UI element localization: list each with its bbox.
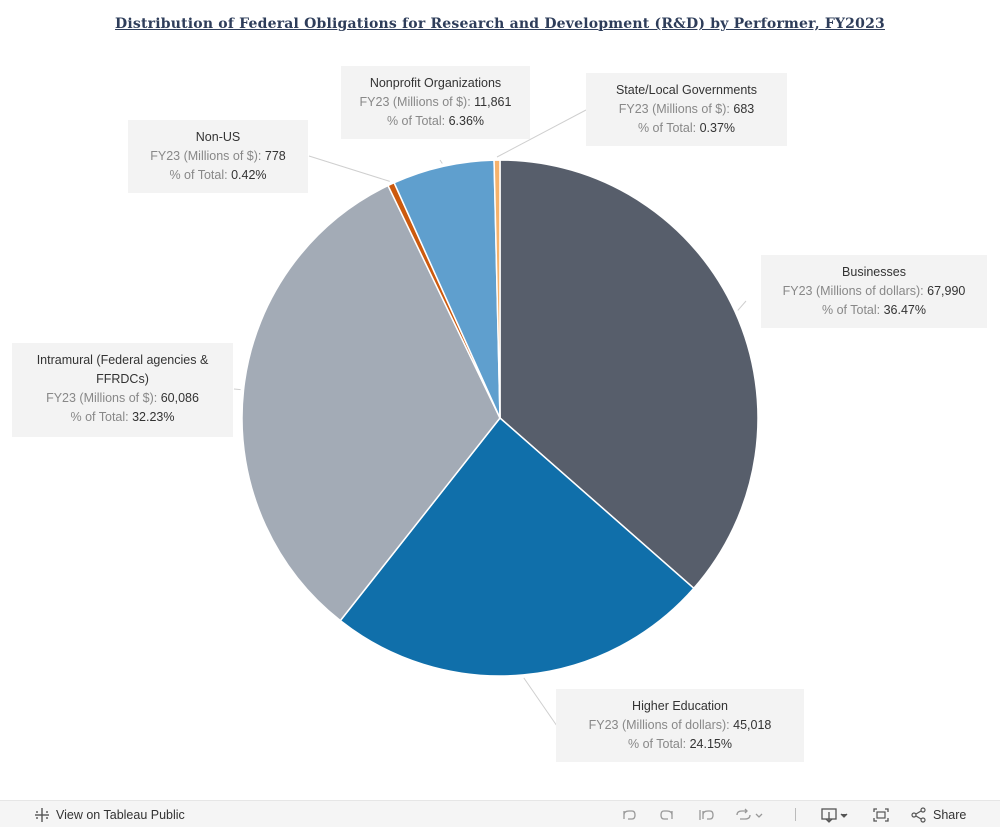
slice-label: Intramural (Federal agencies & FFRDCs) [36,353,209,386]
pie-slice-2[interactable] [241,184,501,622]
leader-lines [233,109,747,727]
slice-label: Nonprofit Organizations [369,76,502,90]
slice-label: Higher Education [632,699,728,713]
slice-value: 60,086 [160,391,199,405]
undo-icon [623,809,636,820]
refresh-button[interactable] [734,801,764,828]
slice-label: Non-US [195,130,241,144]
slice-percent: 24.15% [689,737,732,751]
slice-percent: 32.23% [132,410,175,424]
slice-label: Businesses [842,265,906,279]
leader-line-0 [737,300,747,311]
chart-title: Distribution of Federal Obligations for … [115,16,885,32]
share-icon [911,806,926,823]
share-label: Share [933,807,967,822]
download-icon [821,807,848,823]
redo-button[interactable] [658,801,676,828]
view-on-tableau-label: View on Tableau Public [56,807,185,822]
leader-line-1 [523,677,558,727]
slice-percent: 0.42% [231,168,267,182]
refresh-icon [736,808,763,820]
callout-higher-education: Higher Education FY23 (Millions of dolla… [556,689,804,762]
slice-percent: 6.36% [448,114,485,128]
pie-chart [233,109,759,727]
callout-non-us: Non-US FY23 (Millions of $): 778 % of To… [128,120,308,193]
fullscreen-icon [873,807,889,822]
pie-slice-5[interactable] [493,159,501,419]
callout-intramural: Intramural (Federal agencies & FFRDCs) F… [12,343,233,437]
slice-value: 683 [733,102,755,116]
slice-percent: 36.47% [883,303,926,317]
slice-value: 778 [264,149,286,163]
pie-slice-0[interactable] [499,159,759,590]
slice-value: 67,990 [927,284,966,298]
slice-label: State/Local Governments [615,83,758,97]
callout-nonprofit: Nonprofit Organizations FY23 (Millions o… [341,66,530,139]
slice-percent: 0.37% [699,121,736,135]
toolbar-divider [795,808,796,821]
redo-icon [660,809,673,820]
revert-button[interactable] [698,801,716,828]
leader-line-3 [308,155,390,182]
fullscreen-button[interactable] [872,801,890,828]
pie-slice-1[interactable] [339,416,695,677]
undo-button[interactable] [620,801,638,828]
share-button[interactable]: Share [910,801,966,828]
tableau-logo-icon [35,807,49,822]
download-button[interactable] [820,801,852,828]
leader-line-4 [439,159,443,164]
tableau-toolbar: View on Tableau Public Share [0,800,1000,827]
leader-line-2 [233,388,241,391]
callout-state-local: State/Local Governments FY23 (Millions o… [586,73,787,146]
view-on-tableau-public-link[interactable]: View on Tableau Public [34,801,185,828]
slice-value: 45,018 [733,718,772,732]
callout-businesses: Businesses FY23 (Millions of dollars): 6… [761,255,987,328]
revert-icon [699,809,714,820]
pie-slices [241,159,759,677]
leader-line-5 [496,109,587,158]
slice-value: 11,861 [474,95,512,109]
